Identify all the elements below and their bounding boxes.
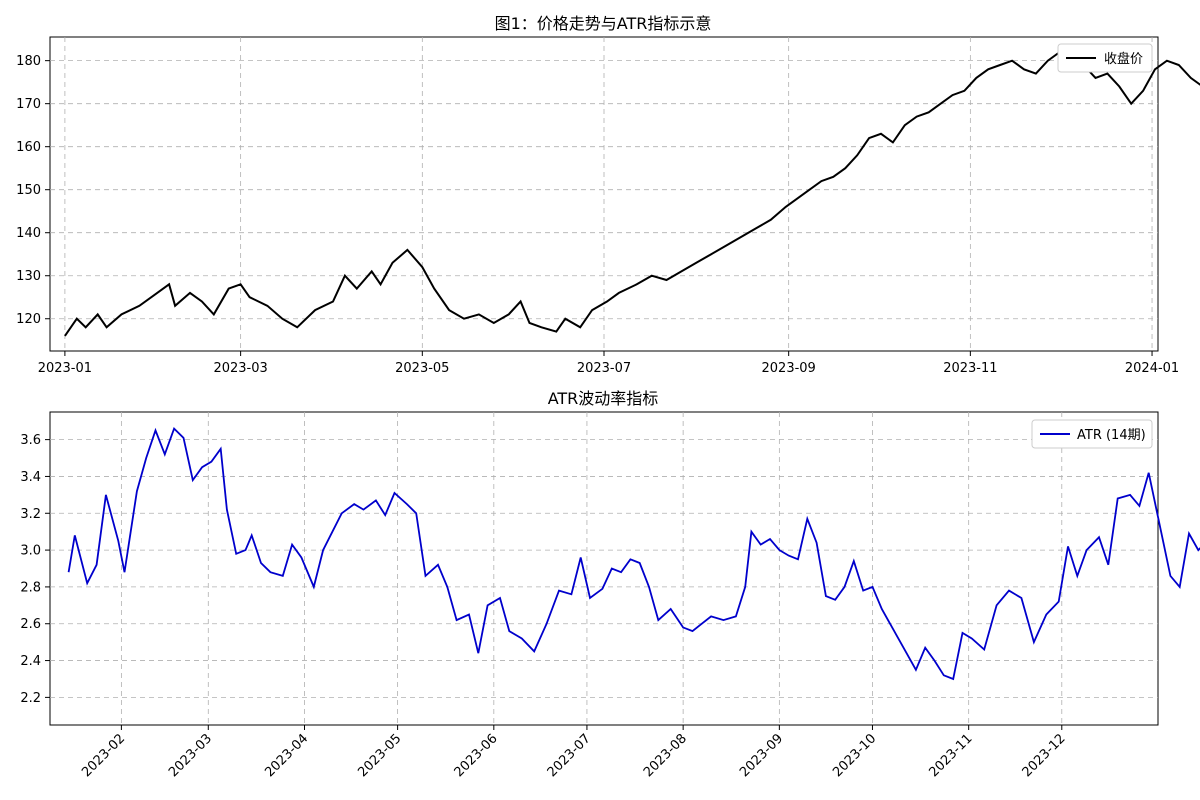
atr-y-tick-label: 2.8 xyxy=(20,580,41,595)
atr-x-tick-label: 2023-10 xyxy=(830,731,879,780)
price-x-tick-label: 2023-11 xyxy=(943,361,997,376)
price-y-tick-label: 120 xyxy=(16,312,41,327)
atr-chart-y-ticks: 2.2 2.4 2.6 2.8 3.0 3.2 3.4 3.6 xyxy=(20,433,50,706)
price-y-tick-label: 140 xyxy=(16,226,41,241)
atr-y-tick-label: 3.6 xyxy=(20,433,41,448)
price-chart-y-ticks: 120 130 140 150 160 170 180 xyxy=(16,54,50,327)
price-legend-box xyxy=(1057,43,1153,73)
atr-x-tick-label: 2023-02 xyxy=(79,731,128,780)
atr-x-tick-label: 2023-12 xyxy=(1020,731,1069,780)
price-chart-grid xyxy=(50,37,1158,351)
atr-x-tick-label: 2023-04 xyxy=(262,731,311,780)
atr-x-tick-label: 2023-08 xyxy=(641,731,690,780)
price-legend-label: 收盘价 xyxy=(1104,51,1143,67)
atr-y-tick-label: 3.2 xyxy=(20,507,41,522)
atr-y-tick-label: 2.2 xyxy=(20,691,41,706)
atr-y-tick-label: 3.0 xyxy=(20,544,41,559)
price-chart-legend: 收盘价 xyxy=(1057,43,1153,73)
price-x-tick-label: 2023-09 xyxy=(762,361,816,376)
atr-y-tick-label: 2.4 xyxy=(20,654,41,669)
price-y-tick-label: 180 xyxy=(16,54,41,69)
atr-line xyxy=(67,426,1200,681)
atr-x-tick-label: 2023-09 xyxy=(737,731,786,780)
atr-y-tick-label: 2.6 xyxy=(20,617,41,632)
price-x-tick-label: 2023-03 xyxy=(213,361,267,376)
atr-chart-frame xyxy=(49,411,1159,726)
price-x-tick-label: 2023-05 xyxy=(395,361,449,376)
price-x-tick-label: 2024-01 xyxy=(1125,361,1179,376)
atr-chart-title: ATR波动率指标 xyxy=(548,389,659,408)
atr-chart-grid xyxy=(50,412,1158,725)
atr-x-tick-label: 2023-03 xyxy=(166,731,215,780)
atr-x-tick-label: 2023-05 xyxy=(355,731,404,780)
atr-chart: ATR波动率指标 2023-02 2023-03 2023-04 2023-05 202… xyxy=(20,389,1200,780)
price-x-tick-label: 2023-07 xyxy=(577,361,631,376)
atr-chart-legend: ATR (14期) xyxy=(1031,419,1153,449)
atr-x-tick-label: 2023-07 xyxy=(545,731,594,780)
price-chart: 图1：价格走势与ATR指标示意 2023-01 2023-03 2023-05 202… xyxy=(16,14,1200,376)
price-y-tick-label: 170 xyxy=(16,97,41,112)
atr-legend-box xyxy=(1031,419,1153,449)
price-x-tick-label: 2023-01 xyxy=(38,361,92,376)
atr-x-tick-label: 2023-06 xyxy=(452,731,501,780)
price-y-tick-label: 150 xyxy=(16,183,41,198)
atr-legend-label: ATR (14期) xyxy=(1077,428,1146,443)
atr-chart-x-ticks: 2023-02 2023-03 2023-04 2023-05 2023-06 2023-… xyxy=(79,725,1069,780)
price-y-tick-label: 130 xyxy=(16,269,41,284)
atr-x-tick-label: 2023-11 xyxy=(926,731,975,780)
price-chart-title: 图1：价格走势与ATR指标示意 xyxy=(495,14,712,33)
atr-y-tick-label: 3.4 xyxy=(20,470,41,485)
close-price-line xyxy=(64,50,1200,337)
price-chart-x-ticks: 2023-01 2023-03 2023-05 2023-07 2023-09 2023-… xyxy=(38,351,1179,376)
price-y-tick-label: 160 xyxy=(16,140,41,155)
